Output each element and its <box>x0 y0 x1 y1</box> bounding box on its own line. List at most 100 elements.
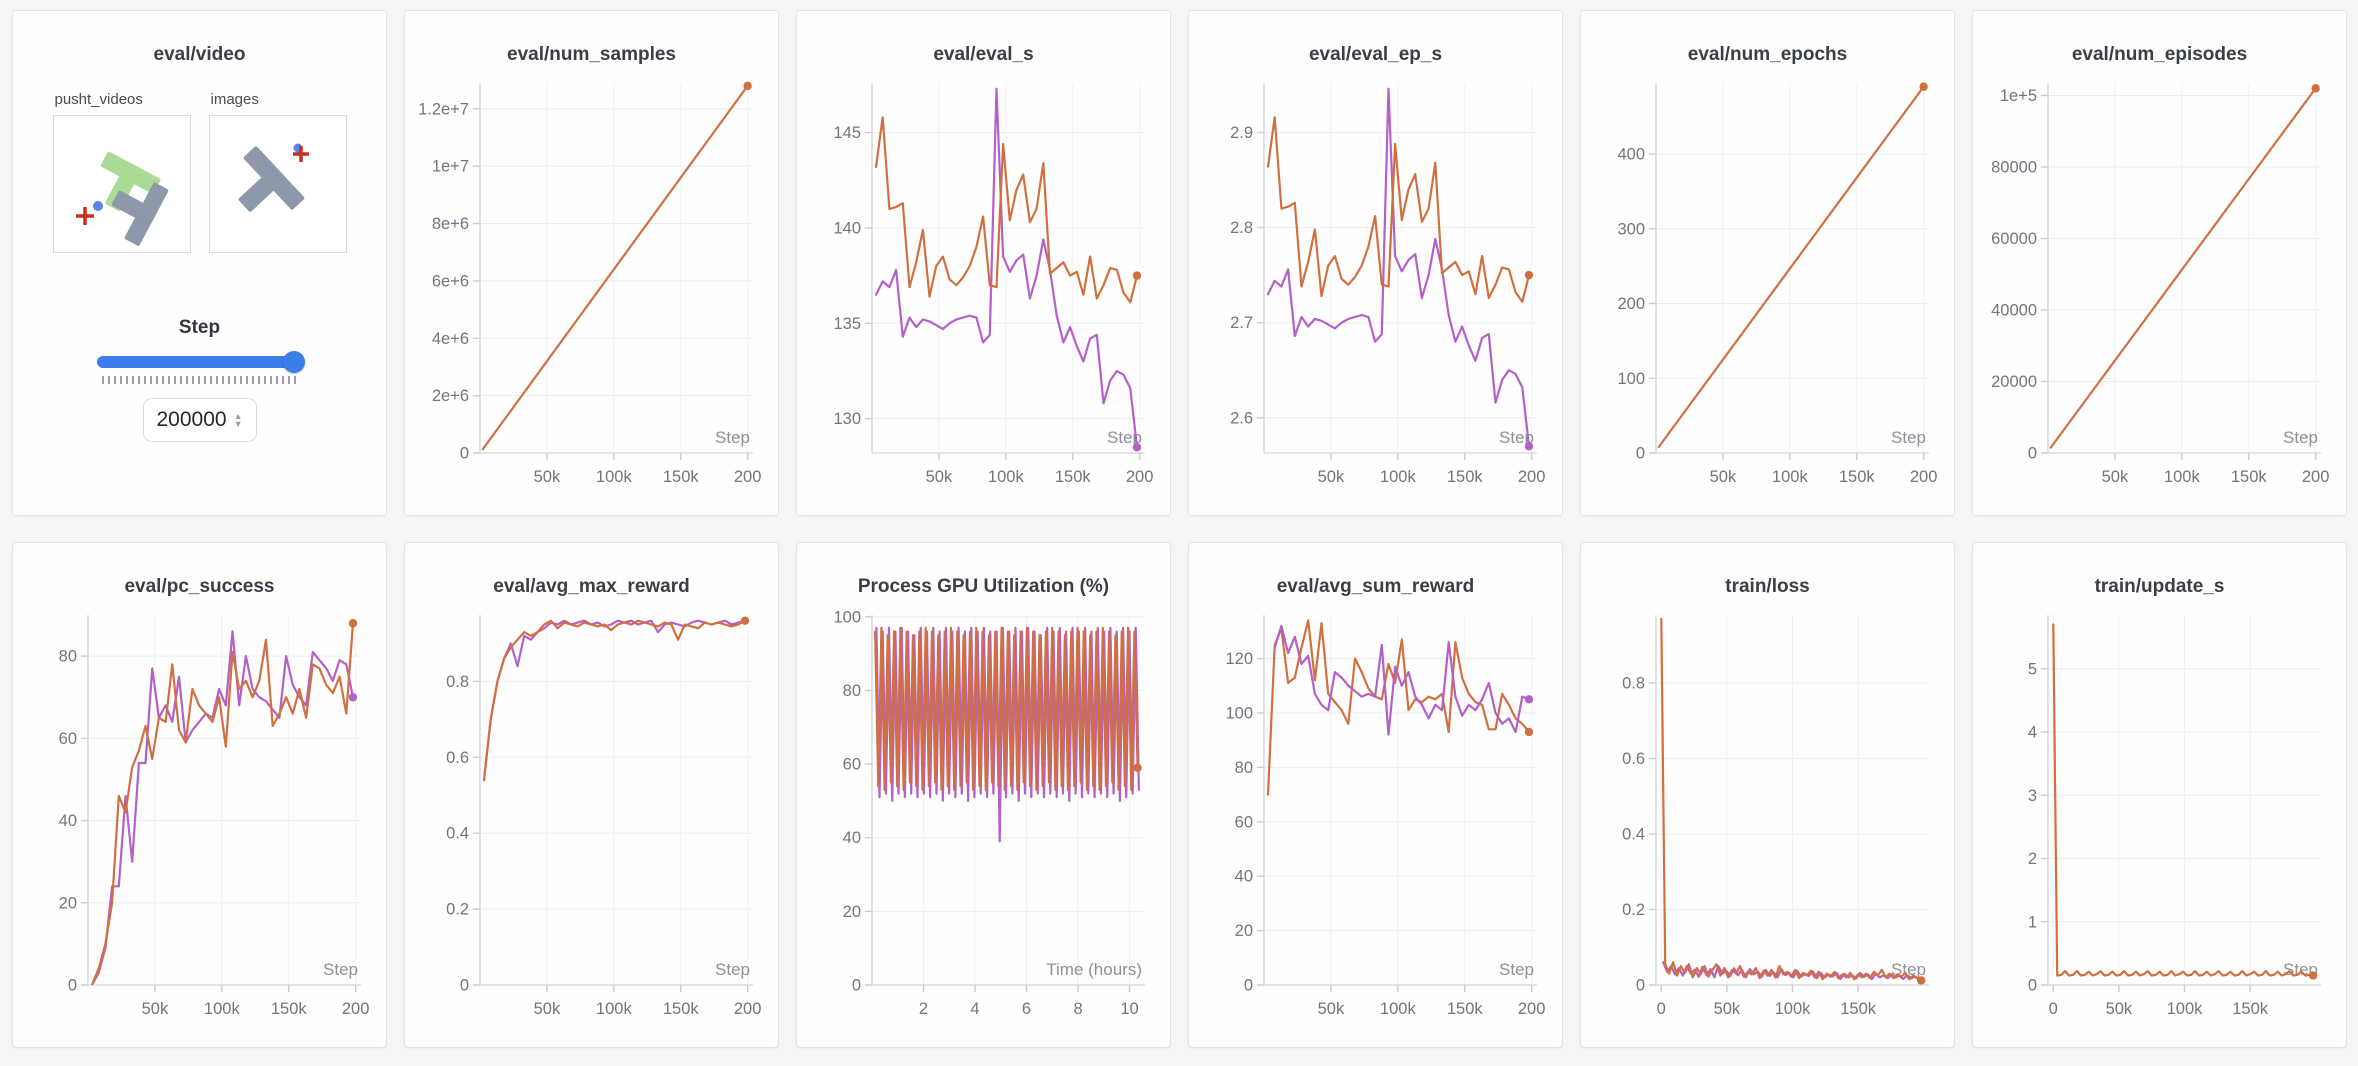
svg-text:80: 80 <box>59 648 77 666</box>
panel-title: eval/eval_s <box>933 44 1034 65</box>
svg-text:2: 2 <box>919 1000 928 1018</box>
svg-text:80: 80 <box>1235 759 1253 777</box>
media-label: pusht_videos <box>54 91 143 108</box>
target-cross-icon <box>292 146 309 162</box>
chart-canvas[interactable]: 0 20 40 60 80 100 120 50k 100k 150k 200 Step <box>1200 601 1551 1041</box>
svg-text:100k: 100k <box>988 468 1025 486</box>
chart-canvas[interactable]: 0 2e+6 4e+6 6e+6 8e+6 1e+7 1.2e+7 50k 100k 150k 20… <box>416 69 767 509</box>
svg-text:Step: Step <box>1107 428 1142 447</box>
svg-text:150k: 150k <box>663 1000 700 1018</box>
svg-text:150k: 150k <box>1839 468 1876 486</box>
svg-text:0.6: 0.6 <box>446 749 469 767</box>
svg-text:0: 0 <box>2049 1000 2058 1018</box>
svg-text:80: 80 <box>843 682 861 700</box>
svg-text:50k: 50k <box>142 1000 169 1018</box>
chart-canvas[interactable]: 0 20 40 60 80 100 2 4 6 8 10 Time (hours) <box>808 601 1159 1041</box>
svg-text:4: 4 <box>970 1000 979 1018</box>
svg-text:100k: 100k <box>596 1000 633 1018</box>
svg-text:5: 5 <box>2028 660 2037 678</box>
panel-title: eval/num_epochs <box>1687 44 1848 65</box>
svg-text:200: 200 <box>734 468 762 486</box>
chart-canvas[interactable]: 0 100 200 300 400 50k 100k 150k 200 Step <box>1592 69 1943 509</box>
svg-text:150k: 150k <box>1447 468 1484 486</box>
svg-text:40: 40 <box>1235 868 1253 886</box>
svg-text:200: 200 <box>1126 468 1154 486</box>
svg-text:100k: 100k <box>2164 468 2201 486</box>
svg-text:100k: 100k <box>1775 1000 1812 1018</box>
panel-gpu-utilization: Process GPU Utilization (%) 0 20 40 60 80 100… <box>796 542 1171 1048</box>
step-input-value[interactable]: 200000 <box>156 408 227 431</box>
svg-text:6: 6 <box>1022 1000 1031 1018</box>
step-input[interactable]: 200000 ▲ ▼ <box>142 398 257 442</box>
panel-eval-pc-success: eval/pc_success 0 20 40 60 80 50k 100k 150k 200 S… <box>12 542 387 1048</box>
svg-text:50k: 50k <box>2106 1000 2133 1018</box>
chart-canvas[interactable]: 0 0.2 0.4 0.6 0.8 0 50k 100k 150k Step <box>1592 601 1943 1041</box>
svg-text:1: 1 <box>2028 913 2037 931</box>
chart-canvas[interactable]: 0 20000 40000 60000 80000 1e+5 50k 100k 150k 200 S… <box>1984 69 2335 509</box>
image-thumbnail[interactable] <box>208 115 347 253</box>
panel-eval-avg-max-reward: eval/avg_max_reward 0 0.2 0.4 0.6 0.8 50k 100k… <box>404 542 779 1048</box>
target-cross-icon <box>75 207 94 225</box>
svg-text:100: 100 <box>1225 704 1253 722</box>
step-up-icon[interactable]: ▲ <box>233 411 243 421</box>
step-slider[interactable] <box>96 351 305 373</box>
panel-train-loss: train/loss 0 0.2 0.4 0.6 0.8 0 50k 100k 150k Step <box>1580 542 1955 1048</box>
panel-eval-eval-s: eval/eval_s 130 135 140 145 50k 100k 150k 200 St… <box>796 10 1171 516</box>
svg-text:0.4: 0.4 <box>1622 825 1645 843</box>
svg-text:100k: 100k <box>2167 1000 2204 1018</box>
svg-text:100k: 100k <box>204 1000 241 1018</box>
step-down-icon[interactable]: ▼ <box>233 419 243 429</box>
slider-thumb[interactable] <box>282 351 305 373</box>
chart-canvas[interactable]: 0 20 40 60 80 50k 100k 150k 200 Step <box>24 601 375 1041</box>
svg-text:3: 3 <box>2028 787 2037 805</box>
svg-text:0: 0 <box>852 977 861 995</box>
svg-text:20000: 20000 <box>1991 373 2037 391</box>
svg-text:0.8: 0.8 <box>446 673 469 691</box>
svg-text:150k: 150k <box>2231 468 2268 486</box>
svg-text:50k: 50k <box>1714 1000 1741 1018</box>
panel-title: eval/avg_max_reward <box>493 576 690 597</box>
svg-text:100k: 100k <box>1772 468 1809 486</box>
agent-dot <box>92 201 103 211</box>
svg-text:200: 200 <box>1617 295 1645 313</box>
svg-text:150k: 150k <box>271 1000 308 1018</box>
slider-track[interactable] <box>96 356 303 368</box>
svg-text:0: 0 <box>68 977 77 995</box>
svg-text:Step: Step <box>2283 428 2318 447</box>
svg-text:60000: 60000 <box>1991 230 2037 248</box>
panel-title: eval/eval_ep_s <box>1308 44 1443 65</box>
chart-canvas[interactable]: 0 0.2 0.4 0.6 0.8 50k 100k 150k 200 Step <box>416 601 767 1041</box>
svg-text:150k: 150k <box>1055 468 1092 486</box>
panel-eval-eval-ep-s: eval/eval_ep_s 2.6 2.7 2.8 2.9 50k 100k 150k 20… <box>1188 10 1563 516</box>
svg-text:60: 60 <box>1235 813 1253 831</box>
media-label: images <box>210 91 259 108</box>
video-thumbnail-pusht[interactable] <box>52 115 191 253</box>
svg-text:4e+6: 4e+6 <box>432 330 469 348</box>
stepper-arrows[interactable]: ▲ ▼ <box>233 411 243 429</box>
svg-text:50k: 50k <box>1318 468 1345 486</box>
svg-text:8e+6: 8e+6 <box>432 215 469 233</box>
slider-tick-marks <box>101 376 298 384</box>
svg-text:100: 100 <box>833 608 861 626</box>
svg-text:0: 0 <box>2028 977 2037 995</box>
svg-text:300: 300 <box>1617 220 1645 238</box>
media-item-images: images <box>208 91 347 253</box>
svg-text:50k: 50k <box>1710 468 1737 486</box>
svg-text:40: 40 <box>843 829 861 847</box>
chart-canvas[interactable]: 2.6 2.7 2.8 2.9 50k 100k 150k 200 Step <box>1200 69 1551 509</box>
svg-text:130: 130 <box>833 410 861 428</box>
svg-text:120: 120 <box>1225 650 1253 668</box>
svg-text:2.7: 2.7 <box>1230 314 1253 332</box>
svg-text:0: 0 <box>2028 445 2037 463</box>
svg-text:8: 8 <box>1073 1000 1082 1018</box>
panel-eval-num-samples: eval/num_samples 0 2e+6 4e+6 6e+6 8e+6 1e+7 1.… <box>404 10 779 516</box>
svg-text:140: 140 <box>833 219 861 237</box>
panel-eval-video: eval/video pusht_videos <box>12 10 387 516</box>
svg-text:150k: 150k <box>2232 1000 2269 1018</box>
chart-canvas[interactable]: 130 135 140 145 50k 100k 150k 200 Step <box>808 69 1159 509</box>
svg-text:Step: Step <box>1891 428 1926 447</box>
svg-text:80000: 80000 <box>1991 159 2037 177</box>
svg-text:20: 20 <box>59 894 77 912</box>
